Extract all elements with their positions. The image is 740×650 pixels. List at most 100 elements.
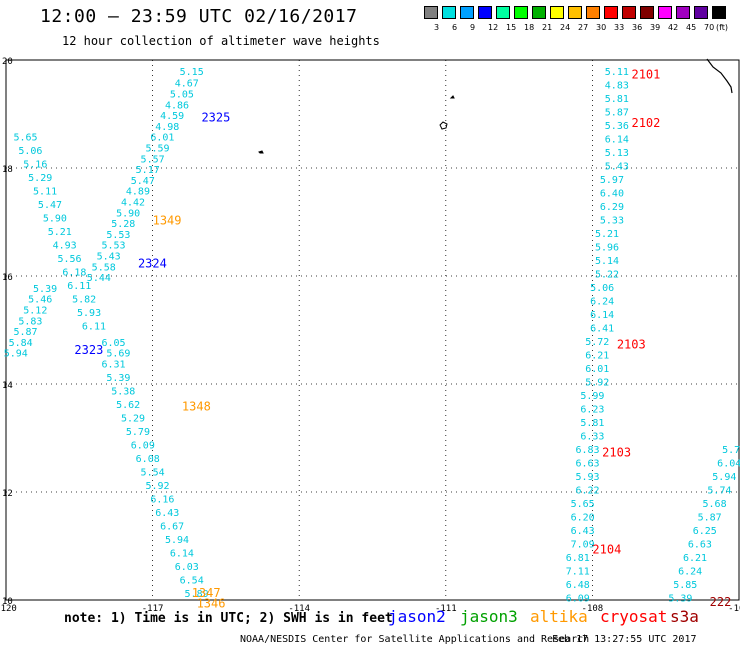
- legend-swatch: [424, 6, 438, 19]
- swh-value: 6.33: [580, 431, 604, 442]
- swh-value: 5.47: [131, 176, 155, 187]
- legend-label: 21: [542, 23, 553, 32]
- swh-value: 5.46: [28, 295, 52, 306]
- swh-value: 6.20: [571, 512, 595, 523]
- swh-value: 5.11: [605, 67, 629, 78]
- swh-value: 6.18: [62, 268, 86, 279]
- lat-tick-label: 14: [2, 381, 13, 391]
- coastline: [258, 58, 733, 154]
- swh-value: 5.93: [77, 308, 101, 319]
- legend-swatch: [640, 6, 654, 19]
- legend-label: 18: [524, 23, 535, 32]
- swh-value: 6.01: [150, 133, 174, 144]
- swh-value: 6.43: [571, 526, 595, 537]
- swh-value: 5.39: [33, 284, 57, 295]
- lat-tick-label: 12: [2, 489, 13, 499]
- legend-swatch: [658, 6, 672, 19]
- swh-value: 5.83: [18, 316, 42, 327]
- swh-value: 7.09: [571, 539, 595, 550]
- swh-value: 6.11: [67, 281, 91, 292]
- legend-swatch: [568, 6, 582, 19]
- legend-swatch: [550, 6, 564, 19]
- swh-value: 5.62: [116, 400, 140, 411]
- swh-value: 6.22: [575, 485, 599, 496]
- swh-value: 5.11: [33, 187, 57, 198]
- island-speck: [449, 95, 455, 99]
- swh-value: 4.86: [165, 100, 189, 111]
- swh-value: 5.06: [590, 283, 614, 294]
- swh-value: 6.05: [101, 338, 125, 349]
- swh-value: 4.67: [175, 79, 199, 90]
- island-outline: [439, 121, 448, 130]
- swh-value: 5.15: [180, 67, 204, 78]
- axis-labels: 20 18 16 14 12 10-120 -117 -114 -111 -108 -105: [0, 57, 740, 614]
- swh-value: 5.96: [595, 242, 619, 253]
- legend-swatch: [676, 6, 690, 19]
- swh-value: 5.72: [722, 445, 740, 456]
- swh-value: 5.05: [170, 89, 194, 100]
- pass-time-label: 2103: [617, 338, 646, 352]
- pass-time-label: 1346: [197, 597, 226, 611]
- map-grid: [5, 59, 740, 601]
- pass-time-label: 2104: [592, 543, 621, 557]
- lat-tick-label: 10: [2, 597, 13, 607]
- swh-value: 5.53: [106, 230, 130, 241]
- satellite-jason3: jason3: [460, 607, 518, 626]
- swh-value: 5.29: [121, 413, 145, 424]
- swh-value: 5.53: [101, 241, 125, 252]
- footer-note: note: 1) Time is in UTC; 2) SWH is in fe…: [64, 611, 393, 626]
- satellite-jason2: jason2: [388, 607, 446, 626]
- swh-value: 5.90: [116, 208, 140, 219]
- swh-value: 6.11: [82, 322, 106, 333]
- altimeter-tracks: 5.154.675.054.864.594.986.015.595.575.17…: [4, 67, 740, 604]
- legend-label: 45: [686, 23, 697, 32]
- pass-time-label: 2323: [74, 343, 103, 357]
- swh-value: 5.14: [595, 256, 619, 267]
- swh-value: 5.56: [57, 254, 81, 265]
- pass-time-label: 1349: [153, 213, 182, 227]
- pass-time-label: 2324: [138, 257, 167, 271]
- swh-value: 5.87: [13, 327, 37, 338]
- satellite-cryosat: cryosat: [600, 607, 668, 626]
- swh-value: 6.03: [175, 562, 199, 573]
- swh-value: 5.47: [38, 200, 62, 211]
- swh-value: 5.54: [141, 467, 165, 478]
- swh-value: 6.63: [688, 539, 712, 550]
- swh-value: 5.17: [136, 165, 160, 176]
- swh-value: 5.74: [707, 485, 731, 496]
- swh-value: 5.94: [165, 535, 189, 546]
- legend-swatch: [694, 6, 708, 19]
- legend-swatch: [532, 6, 546, 19]
- legend-unit: (ft): [716, 23, 729, 32]
- swh-value: 5.81: [580, 418, 604, 429]
- pass-time-label: 222: [710, 595, 732, 609]
- pass-time-label: 2101: [631, 68, 660, 82]
- legend-label: 9: [470, 23, 476, 32]
- swh-value: 5.99: [580, 391, 604, 402]
- swh-value: 5.81: [605, 94, 629, 105]
- swh-value: 5.21: [48, 227, 72, 238]
- swh-value: 5.44: [87, 273, 111, 284]
- lat-tick-label: 16: [2, 273, 13, 283]
- swh-value: 6.48: [566, 580, 590, 591]
- swh-value: 4.93: [53, 241, 77, 252]
- swh-value: 5.12: [23, 305, 47, 316]
- swh-value: 5.84: [9, 338, 33, 349]
- swh-value: 5.28: [111, 219, 135, 230]
- swh-value: 6.67: [160, 521, 184, 532]
- swh-value: 5.72: [585, 337, 609, 348]
- swh-value: 6.14: [605, 134, 629, 145]
- legend-label: 36: [632, 23, 643, 32]
- swh-value: 6.08: [136, 454, 160, 465]
- swh-value: 5.65: [13, 133, 37, 144]
- lon-tick-label: -108: [582, 604, 604, 614]
- swh-value: 5.33: [600, 215, 624, 226]
- swh-value: 6.63: [575, 458, 599, 469]
- swh-value: 6.83: [575, 445, 599, 456]
- swh-value: 5.90: [43, 214, 67, 225]
- swh-value: 7.11: [566, 566, 590, 577]
- swh-value: 6.23: [580, 404, 604, 415]
- legend-swatch: [442, 6, 456, 19]
